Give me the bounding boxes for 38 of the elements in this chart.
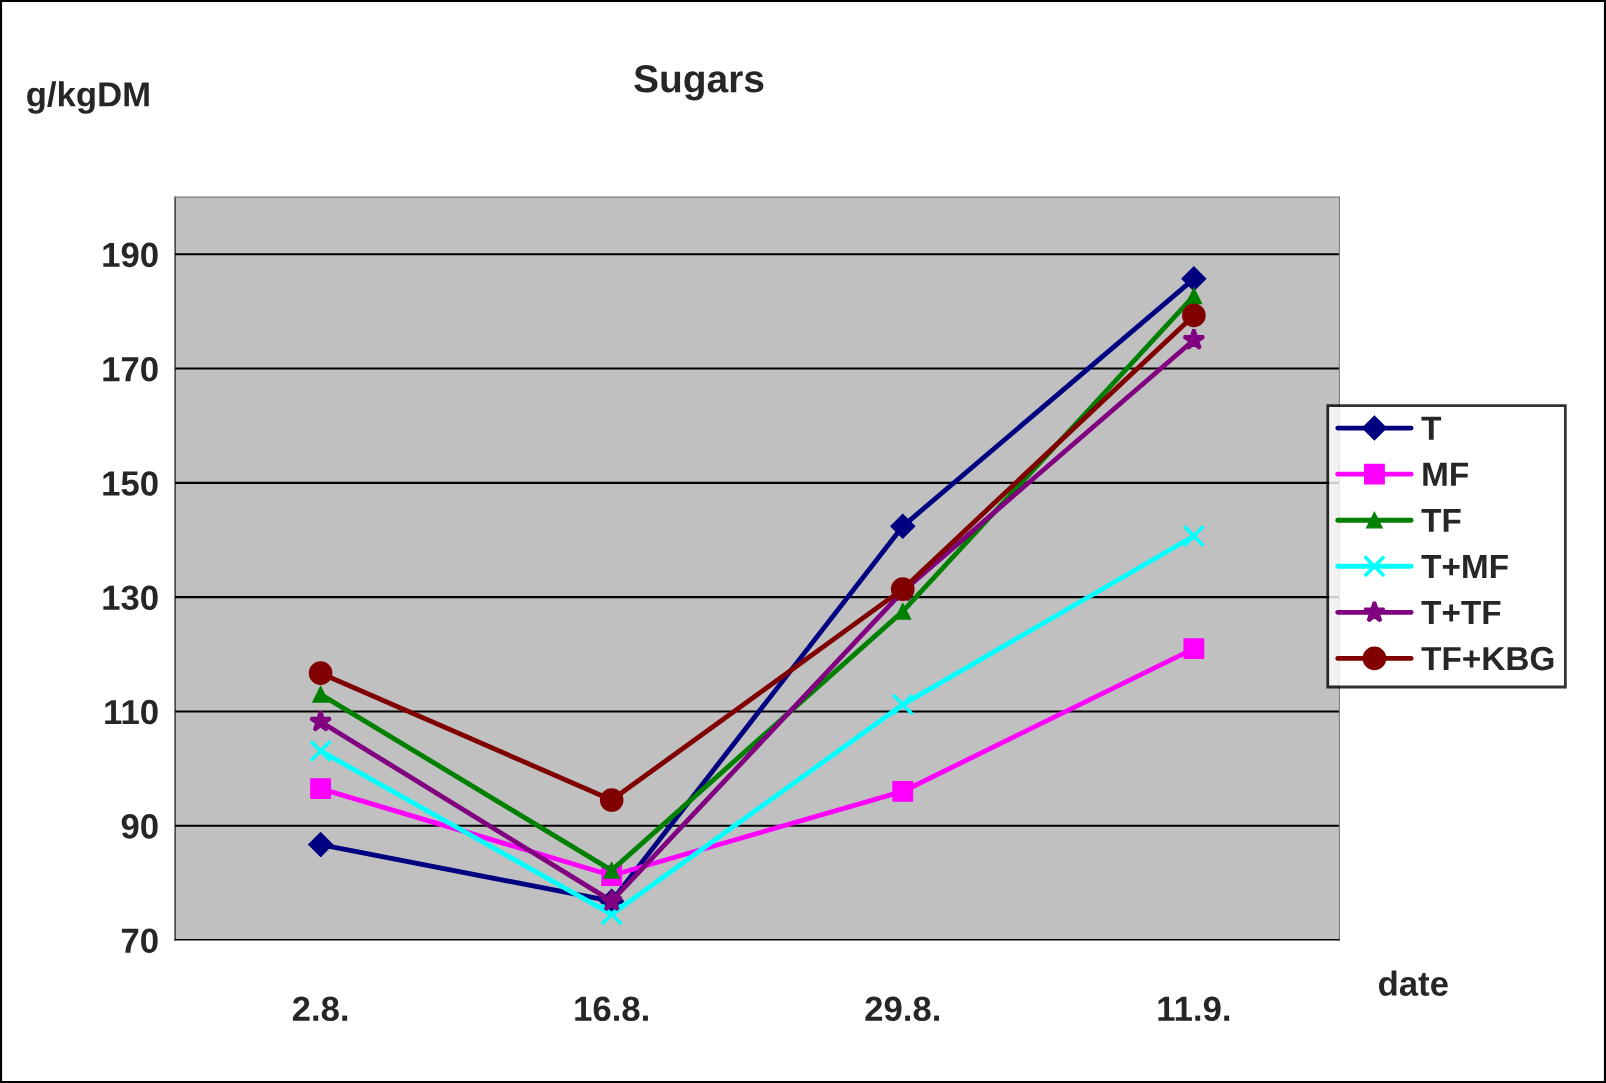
legend-label: TF: [1421, 508, 1461, 532]
x-tick-label: 29.8.: [865, 996, 939, 1022]
point: [308, 661, 333, 685]
legend-label: MF: [1423, 462, 1468, 486]
point: [1182, 524, 1206, 548]
y-tick-label: 130: [103, 585, 158, 611]
point: [892, 781, 914, 802]
point: [603, 861, 621, 879]
point: [1181, 266, 1207, 292]
y-axis-title: g/kgDM: [27, 81, 149, 114]
legend-label: TF+KBG: [1421, 646, 1554, 671]
point: [309, 739, 333, 763]
x-tick-label: 11.9.: [1158, 996, 1230, 1022]
y-tick-label: 90: [121, 814, 158, 839]
legend-label: T+TF: [1421, 601, 1501, 625]
x-tick-label: 2.8.: [292, 996, 348, 1022]
y-tick-label: 170: [103, 356, 158, 382]
point: [308, 832, 334, 858]
point: [1182, 327, 1206, 351]
point: [890, 513, 916, 539]
x-axis-title: date: [1379, 970, 1448, 996]
y-tick-label: 150: [103, 471, 158, 496]
point: [599, 788, 624, 812]
x-tick-label: 16.8.: [575, 996, 648, 1022]
point: [600, 902, 624, 926]
point: [891, 693, 915, 717]
point: [1182, 303, 1206, 328]
legend-label: T: [1421, 416, 1442, 440]
point: [1185, 287, 1203, 305]
point: [310, 778, 332, 800]
point: [312, 685, 329, 703]
y-tick-label: 190: [103, 242, 158, 268]
y-tick-label: 70: [121, 928, 158, 953]
point: [308, 709, 333, 732]
y-tick-label: 110: [105, 699, 158, 725]
point: [1183, 638, 1205, 660]
chart-title: Sugars: [634, 65, 764, 101]
legend-label: T+MF: [1421, 555, 1508, 578]
